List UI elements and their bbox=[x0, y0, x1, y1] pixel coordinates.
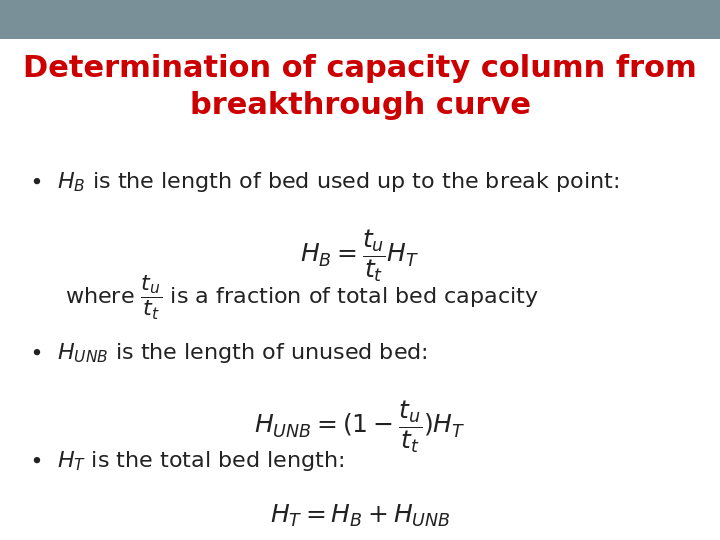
FancyBboxPatch shape bbox=[0, 0, 720, 39]
Text: where $\dfrac{t_u}{t_t}$ is a fraction of total bed capacity: where $\dfrac{t_u}{t_t}$ is a fraction o… bbox=[65, 274, 539, 322]
Text: $H_{UNB} = (1 - \dfrac{t_u}{t_t}) H_T$: $H_{UNB} = (1 - \dfrac{t_u}{t_t}) H_T$ bbox=[254, 399, 466, 455]
Text: $H_T = H_B + H_{UNB}$: $H_T = H_B + H_{UNB}$ bbox=[270, 503, 450, 530]
Text: $\bullet$  $H_T$ is the total bed length:: $\bullet$ $H_T$ is the total bed length: bbox=[29, 449, 344, 473]
Text: $H_B = \dfrac{t_u}{t_t} H_T$: $H_B = \dfrac{t_u}{t_t} H_T$ bbox=[300, 228, 420, 284]
Text: $\bullet$  $H_{UNB}$ is the length of unused bed:: $\bullet$ $H_{UNB}$ is the length of unu… bbox=[29, 341, 428, 365]
Text: Determination of capacity column from
breakthrough curve: Determination of capacity column from br… bbox=[23, 54, 697, 120]
Text: $\bullet$  $H_B$ is the length of bed used up to the break point:: $\bullet$ $H_B$ is the length of bed use… bbox=[29, 170, 619, 194]
